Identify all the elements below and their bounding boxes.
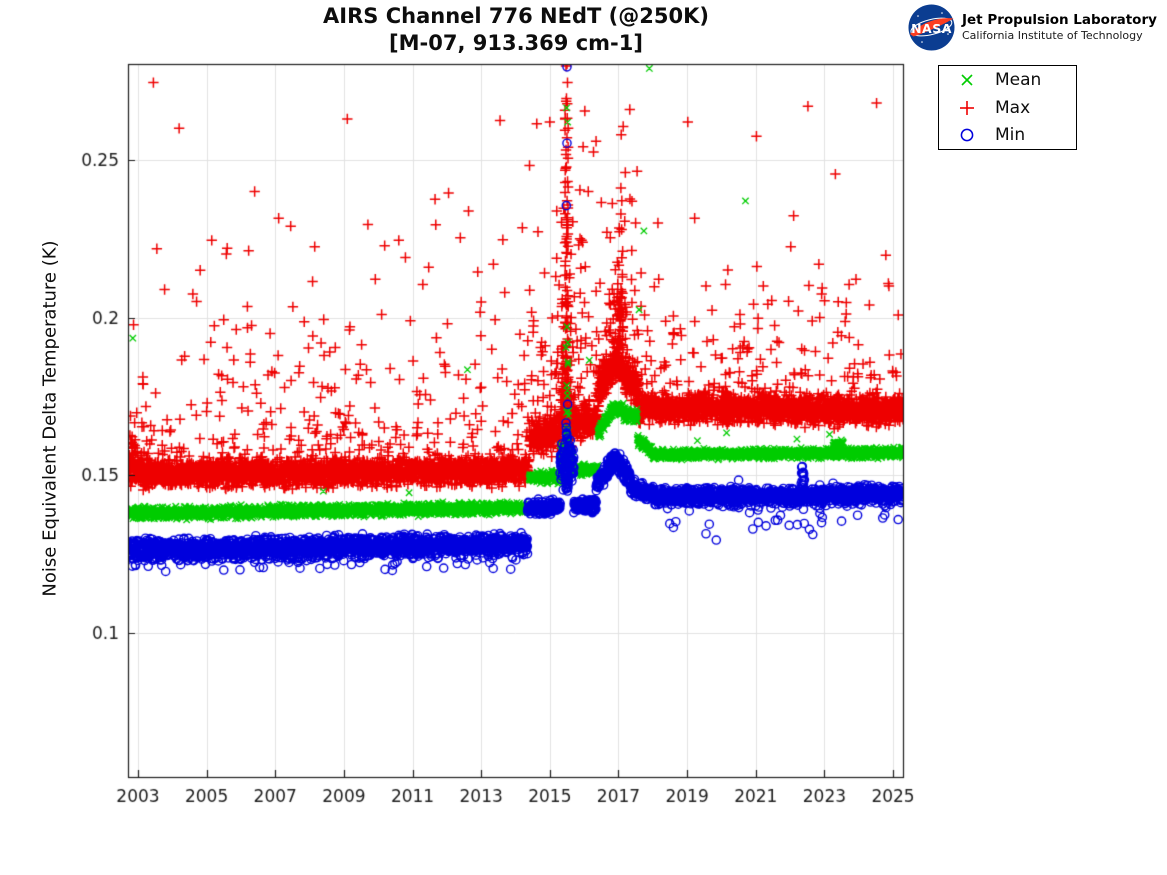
legend-label-max: Max [995, 97, 1031, 118]
jpl-text: Jet Propulsion Laboratory California Ins… [962, 12, 1157, 43]
chart-title-line1: AIRS Channel 776 NEdT (@250K) [323, 4, 709, 28]
legend-item-max: Max [939, 95, 1076, 121]
mean-x-marker-icon [939, 71, 995, 89]
jpl-subtitle: California Institute of Technology [962, 29, 1143, 42]
jpl-branding: NASA Jet Propulsion Laboratory Californi… [908, 4, 1157, 51]
legend-label-mean: Mean [995, 70, 1042, 91]
min-circle-marker-icon [939, 126, 995, 144]
nasa-logo-text: NASA [911, 21, 952, 36]
max-plus-marker-icon [939, 99, 995, 117]
y-axis-label: Noise Equivalent Delta Temperature (K) [39, 240, 61, 597]
legend-label-min: Min [995, 124, 1026, 145]
chart-title-line2: [M-07, 913.369 cm-1] [389, 31, 643, 55]
nasa-logo-icon: NASA [908, 4, 955, 51]
chart-title: AIRS Channel 776 NEdT (@250K) [M-07, 913… [130, 3, 902, 57]
legend: Mean Max Min [938, 65, 1077, 150]
legend-item-mean: Mean [939, 67, 1076, 93]
legend-item-min: Min [939, 122, 1076, 148]
jpl-name: Jet Propulsion Laboratory [962, 12, 1157, 28]
